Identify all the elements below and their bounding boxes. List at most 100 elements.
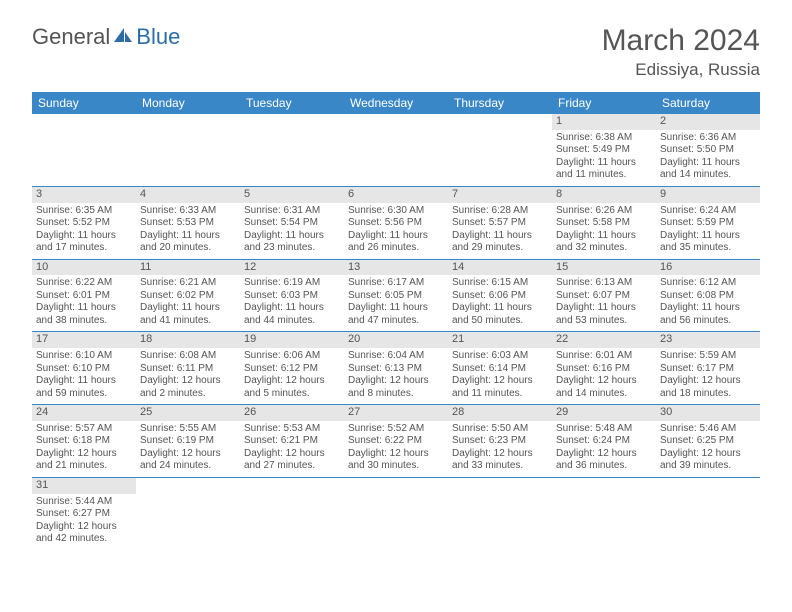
daylight-text: and 14 minutes.: [660, 169, 756, 182]
day-number: 27: [344, 405, 448, 421]
daylight-text: and 42 minutes.: [36, 533, 132, 546]
daylight-text: Daylight: 11 hours: [36, 375, 132, 388]
calendar-week-row: 10Sunrise: 6:22 AMSunset: 6:01 PMDayligh…: [32, 259, 760, 332]
weekday-header: Sunday: [32, 92, 136, 114]
daylight-text: and 47 minutes.: [348, 315, 444, 328]
calendar-table: SundayMondayTuesdayWednesdayThursdayFrid…: [32, 92, 760, 550]
calendar-day-cell: [344, 114, 448, 186]
day-number: 7: [448, 187, 552, 203]
daylight-text: Daylight: 11 hours: [660, 157, 756, 170]
sunrise-text: Sunrise: 6:22 AM: [36, 277, 132, 290]
day-number: 14: [448, 260, 552, 276]
day-number: 1: [552, 114, 656, 130]
sunset-text: Sunset: 6:25 PM: [660, 435, 756, 448]
calendar-day-cell: 10Sunrise: 6:22 AMSunset: 6:01 PMDayligh…: [32, 259, 136, 332]
calendar-day-cell: 19Sunrise: 6:06 AMSunset: 6:12 PMDayligh…: [240, 332, 344, 405]
sunset-text: Sunset: 6:07 PM: [556, 290, 652, 303]
calendar-day-cell: 8Sunrise: 6:26 AMSunset: 5:58 PMDaylight…: [552, 186, 656, 259]
sunrise-text: Sunrise: 6:35 AM: [36, 205, 132, 218]
day-number: 16: [656, 260, 760, 276]
calendar-day-cell: [240, 477, 344, 549]
sunset-text: Sunset: 6:02 PM: [140, 290, 236, 303]
calendar-day-cell: [344, 477, 448, 549]
daylight-text: Daylight: 11 hours: [660, 302, 756, 315]
daylight-text: Daylight: 12 hours: [660, 375, 756, 388]
sunset-text: Sunset: 6:24 PM: [556, 435, 652, 448]
sunrise-text: Sunrise: 5:52 AM: [348, 423, 444, 436]
day-number: 2: [656, 114, 760, 130]
month-title: March 2024: [602, 24, 760, 58]
sunset-text: Sunset: 6:14 PM: [452, 363, 548, 376]
daylight-text: and 20 minutes.: [140, 242, 236, 255]
daylight-text: Daylight: 11 hours: [348, 230, 444, 243]
daylight-text: and 59 minutes.: [36, 388, 132, 401]
daylight-text: and 26 minutes.: [348, 242, 444, 255]
sunrise-text: Sunrise: 6:28 AM: [452, 205, 548, 218]
day-number: 20: [344, 332, 448, 348]
daylight-text: Daylight: 11 hours: [36, 230, 132, 243]
header: General Blue March 2024 Edissiya, Russia: [32, 24, 760, 80]
logo-text-1: General: [32, 24, 110, 50]
sunset-text: Sunset: 6:05 PM: [348, 290, 444, 303]
sunset-text: Sunset: 5:54 PM: [244, 217, 340, 230]
sunset-text: Sunset: 6:16 PM: [556, 363, 652, 376]
sunrise-text: Sunrise: 6:38 AM: [556, 132, 652, 145]
calendar-week-row: 3Sunrise: 6:35 AMSunset: 5:52 PMDaylight…: [32, 186, 760, 259]
daylight-text: Daylight: 12 hours: [348, 375, 444, 388]
daylight-text: Daylight: 12 hours: [140, 375, 236, 388]
sunset-text: Sunset: 5:58 PM: [556, 217, 652, 230]
sunrise-text: Sunrise: 5:48 AM: [556, 423, 652, 436]
calendar-day-cell: [136, 477, 240, 549]
calendar-week-row: 1Sunrise: 6:38 AMSunset: 5:49 PMDaylight…: [32, 114, 760, 186]
daylight-text: and 32 minutes.: [556, 242, 652, 255]
daylight-text: Daylight: 11 hours: [348, 302, 444, 315]
sunset-text: Sunset: 5:56 PM: [348, 217, 444, 230]
daylight-text: and 8 minutes.: [348, 388, 444, 401]
calendar-day-cell: 14Sunrise: 6:15 AMSunset: 6:06 PMDayligh…: [448, 259, 552, 332]
daylight-text: and 35 minutes.: [660, 242, 756, 255]
sunrise-text: Sunrise: 6:06 AM: [244, 350, 340, 363]
calendar-day-cell: 29Sunrise: 5:48 AMSunset: 6:24 PMDayligh…: [552, 405, 656, 478]
calendar-day-cell: 30Sunrise: 5:46 AMSunset: 6:25 PMDayligh…: [656, 405, 760, 478]
sunrise-text: Sunrise: 5:59 AM: [660, 350, 756, 363]
sunset-text: Sunset: 5:49 PM: [556, 144, 652, 157]
day-number: 23: [656, 332, 760, 348]
sunset-text: Sunset: 6:06 PM: [452, 290, 548, 303]
calendar-day-cell: 3Sunrise: 6:35 AMSunset: 5:52 PMDaylight…: [32, 186, 136, 259]
calendar-week-row: 31Sunrise: 5:44 AMSunset: 6:27 PMDayligh…: [32, 477, 760, 549]
daylight-text: Daylight: 11 hours: [244, 302, 340, 315]
daylight-text: Daylight: 12 hours: [556, 375, 652, 388]
sunrise-text: Sunrise: 6:15 AM: [452, 277, 548, 290]
daylight-text: and 27 minutes.: [244, 460, 340, 473]
calendar-day-cell: 9Sunrise: 6:24 AMSunset: 5:59 PMDaylight…: [656, 186, 760, 259]
daylight-text: Daylight: 11 hours: [556, 157, 652, 170]
sunrise-text: Sunrise: 5:57 AM: [36, 423, 132, 436]
daylight-text: and 11 minutes.: [556, 169, 652, 182]
daylight-text: and 11 minutes.: [452, 388, 548, 401]
sunrise-text: Sunrise: 6:03 AM: [452, 350, 548, 363]
weekday-header: Monday: [136, 92, 240, 114]
sunset-text: Sunset: 6:27 PM: [36, 508, 132, 521]
weekday-header: Friday: [552, 92, 656, 114]
daylight-text: Daylight: 11 hours: [140, 302, 236, 315]
calendar-day-cell: 6Sunrise: 6:30 AMSunset: 5:56 PMDaylight…: [344, 186, 448, 259]
daylight-text: and 39 minutes.: [660, 460, 756, 473]
sunset-text: Sunset: 6:13 PM: [348, 363, 444, 376]
day-number: 30: [656, 405, 760, 421]
calendar-day-cell: [32, 114, 136, 186]
sunset-text: Sunset: 6:18 PM: [36, 435, 132, 448]
daylight-text: Daylight: 11 hours: [140, 230, 236, 243]
sunrise-text: Sunrise: 6:31 AM: [244, 205, 340, 218]
day-number: 28: [448, 405, 552, 421]
calendar-day-cell: 16Sunrise: 6:12 AMSunset: 6:08 PMDayligh…: [656, 259, 760, 332]
daylight-text: and 18 minutes.: [660, 388, 756, 401]
daylight-text: and 29 minutes.: [452, 242, 548, 255]
daylight-text: and 33 minutes.: [452, 460, 548, 473]
sunrise-text: Sunrise: 6:17 AM: [348, 277, 444, 290]
sunset-text: Sunset: 6:12 PM: [244, 363, 340, 376]
sunset-text: Sunset: 5:59 PM: [660, 217, 756, 230]
calendar-day-cell: 22Sunrise: 6:01 AMSunset: 6:16 PMDayligh…: [552, 332, 656, 405]
daylight-text: and 56 minutes.: [660, 315, 756, 328]
daylight-text: Daylight: 12 hours: [348, 448, 444, 461]
calendar-day-cell: [552, 477, 656, 549]
